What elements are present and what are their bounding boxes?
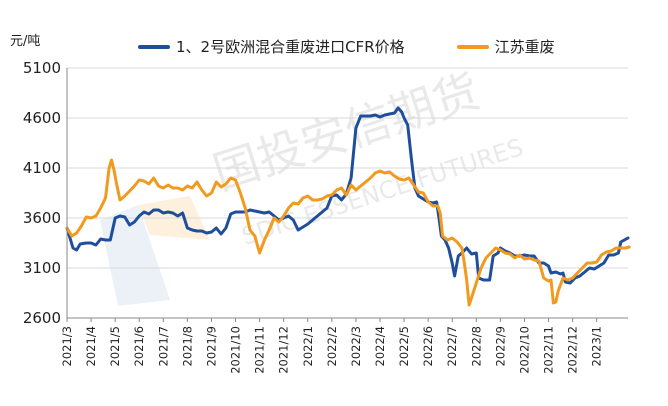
x-tick-label: 2023/1 bbox=[590, 326, 604, 366]
x-tick-label: 2021/4 bbox=[84, 326, 98, 366]
series-line-jiangsu bbox=[65, 158, 631, 307]
x-tick-label: 2021/7 bbox=[156, 326, 170, 366]
legend-label-jiangsu: 江苏重废 bbox=[494, 38, 555, 56]
y-tick-label: 3100 bbox=[23, 259, 61, 277]
y-tick-label: 3600 bbox=[23, 209, 61, 227]
x-tick-label: 2022/6 bbox=[421, 326, 435, 366]
gridlines bbox=[67, 67, 628, 269]
x-tick-label: 2021/6 bbox=[132, 326, 146, 366]
watermark-logo bbox=[100, 205, 170, 306]
x-tick-label: 2021/8 bbox=[180, 326, 194, 366]
series-lines bbox=[65, 106, 631, 307]
x-tick-label: 2022/1 bbox=[301, 326, 315, 366]
x-tick-label: 2022/10 bbox=[517, 326, 531, 374]
x-tick-label: 2022/12 bbox=[566, 326, 580, 374]
x-tick-label: 2021/5 bbox=[108, 326, 122, 366]
x-tick-label: 2022/7 bbox=[445, 326, 459, 366]
x-tick-label: 2021/12 bbox=[277, 326, 291, 374]
x-axis-ticks: 2021/3 2021/4 2021/5 2021/6 2021/7 2021/8 2021… bbox=[60, 318, 604, 374]
legend-item-cfr: 1、2号欧洲混合重废进口CFR价格 bbox=[138, 36, 405, 57]
y-tick-label: 4100 bbox=[23, 159, 61, 177]
y-axis-ticks: 2600 3100 3600 4100 4600 5100 bbox=[23, 59, 61, 327]
watermark: 国投安信期货 SDIC ESSENCE FUTURES bbox=[100, 64, 527, 306]
x-tick-label: 2022/3 bbox=[349, 326, 363, 366]
legend-item-jiangsu: 江苏重废 bbox=[456, 36, 555, 57]
y-tick-label: 2600 bbox=[23, 309, 61, 327]
y-axis-unit: 元/吨 bbox=[10, 34, 41, 49]
legend-swatch-cfr bbox=[138, 44, 170, 49]
x-tick-label: 2021/11 bbox=[253, 326, 267, 374]
x-tick-label: 2022/4 bbox=[373, 326, 387, 366]
x-tick-label: 2022/11 bbox=[542, 326, 556, 374]
y-tick-label: 5100 bbox=[23, 59, 61, 77]
y-tick-label: 4600 bbox=[23, 109, 61, 127]
x-tick-label: 2022/8 bbox=[469, 326, 483, 366]
x-tick-label: 2022/9 bbox=[493, 326, 507, 366]
x-tick-label: 2021/9 bbox=[204, 326, 218, 366]
x-tick-label: 2022/5 bbox=[397, 326, 411, 366]
x-tick-label: 2021/10 bbox=[229, 326, 243, 374]
legend-swatch-jiangsu bbox=[456, 44, 489, 49]
x-tick-label: 2021/3 bbox=[60, 326, 74, 366]
legend-label-cfr: 1、2号欧洲混合重废进口CFR价格 bbox=[176, 38, 405, 56]
chart-legend: 1、2号欧洲混合重废进口CFR价格 江苏重废 bbox=[138, 36, 555, 57]
x-tick-label: 2022/2 bbox=[325, 326, 339, 366]
